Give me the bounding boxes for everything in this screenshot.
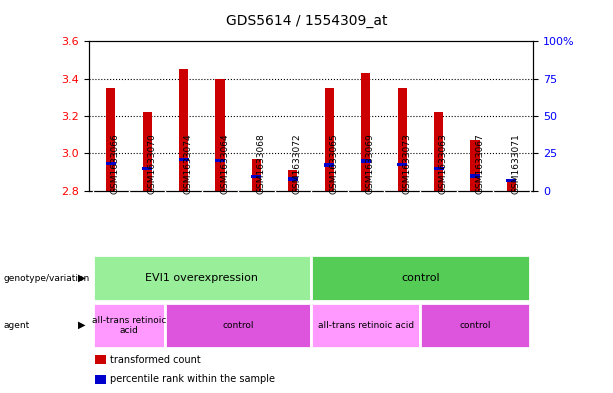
Bar	[105, 162, 116, 165]
Text: percentile rank within the sample: percentile rank within the sample	[110, 374, 275, 384]
Text: EVI1 overexpression: EVI1 overexpression	[145, 273, 258, 283]
Text: agent: agent	[3, 321, 29, 330]
Bar	[215, 159, 225, 162]
Bar	[470, 174, 480, 178]
Bar	[93, 303, 166, 348]
Text: ▶: ▶	[78, 273, 85, 283]
Bar	[311, 303, 421, 348]
Text: GSM1633071: GSM1633071	[511, 133, 520, 194]
Bar	[179, 69, 188, 191]
Bar	[252, 159, 261, 191]
Bar	[166, 303, 311, 348]
Text: GSM1633073: GSM1633073	[402, 133, 411, 194]
Text: GSM1633067: GSM1633067	[475, 133, 484, 194]
Text: control: control	[223, 321, 254, 330]
Bar	[143, 112, 152, 191]
Bar	[288, 177, 298, 181]
Bar	[470, 140, 479, 191]
Bar	[106, 88, 115, 191]
Text: all-trans retinoic acid: all-trans retinoic acid	[318, 321, 414, 330]
Bar	[421, 303, 530, 348]
Text: GSM1633065: GSM1633065	[329, 133, 338, 194]
Bar	[288, 170, 297, 191]
Text: GSM1633072: GSM1633072	[293, 133, 302, 194]
Bar	[360, 160, 371, 163]
Text: GSM1633064: GSM1633064	[220, 133, 229, 194]
Text: control: control	[459, 321, 491, 330]
Bar	[251, 174, 262, 178]
Bar	[361, 73, 370, 191]
Bar	[434, 112, 443, 191]
Bar	[178, 158, 189, 162]
Text: transformed count: transformed count	[110, 354, 201, 365]
Text: genotype/variation: genotype/variation	[3, 274, 89, 283]
Bar	[325, 88, 334, 191]
Text: ▶: ▶	[78, 320, 85, 330]
Text: GSM1633069: GSM1633069	[366, 133, 375, 194]
Text: control: control	[401, 273, 440, 283]
Text: GDS5614 / 1554309_at: GDS5614 / 1554309_at	[226, 14, 387, 28]
Bar	[397, 163, 407, 166]
Bar	[93, 255, 311, 301]
Text: GSM1633070: GSM1633070	[147, 133, 156, 194]
Text: GSM1633068: GSM1633068	[256, 133, 265, 194]
Text: all-trans retinoic
acid: all-trans retinoic acid	[92, 316, 166, 335]
Text: GSM1633074: GSM1633074	[184, 133, 192, 194]
Bar	[507, 180, 516, 191]
Text: GSM1633066: GSM1633066	[111, 133, 120, 194]
Bar	[433, 167, 444, 170]
Bar	[324, 163, 334, 167]
Bar	[398, 88, 406, 191]
Text: GSM1633063: GSM1633063	[438, 133, 447, 194]
Bar	[311, 255, 530, 301]
Bar	[506, 179, 517, 182]
Bar	[216, 79, 224, 191]
Bar	[142, 167, 152, 170]
